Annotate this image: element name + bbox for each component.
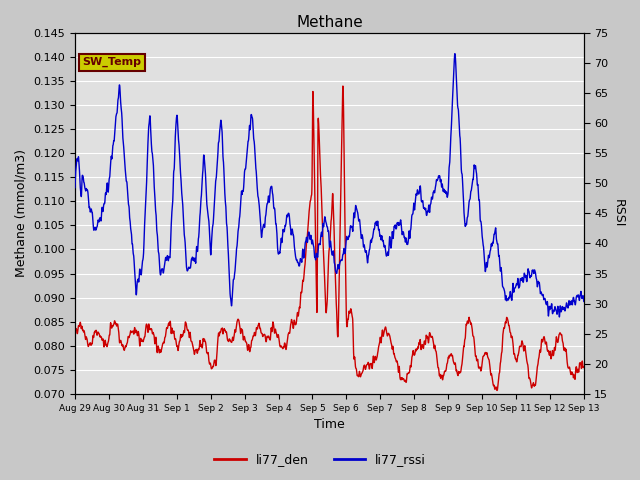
- Title: Methane: Methane: [296, 15, 363, 30]
- X-axis label: Time: Time: [314, 419, 345, 432]
- Y-axis label: Methane (mmol/m3): Methane (mmol/m3): [15, 149, 28, 277]
- Text: SW_Temp: SW_Temp: [83, 57, 141, 67]
- Y-axis label: RSSI: RSSI: [612, 199, 625, 228]
- Legend: li77_den, li77_rssi: li77_den, li77_rssi: [209, 448, 431, 471]
